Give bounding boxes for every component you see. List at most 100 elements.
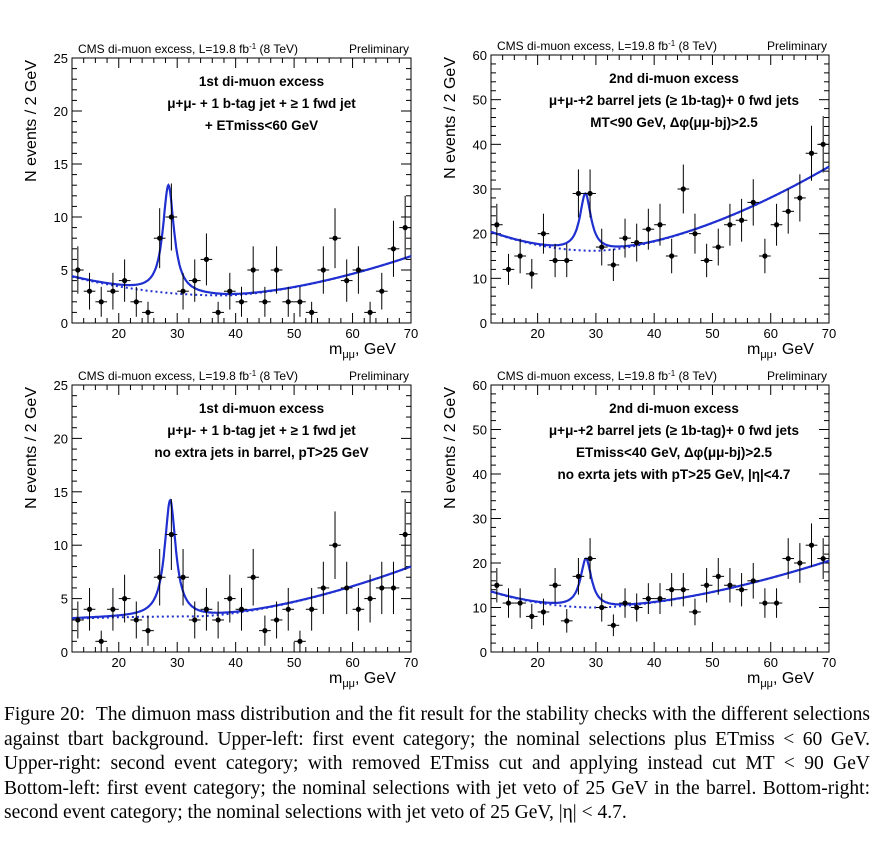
data-point <box>273 617 280 623</box>
data-point <box>227 288 233 294</box>
data-point <box>587 190 593 197</box>
data-point <box>517 253 523 259</box>
data-point <box>610 622 616 628</box>
data-point <box>529 613 535 620</box>
y-tick-label: 10 <box>54 210 68 225</box>
data-point <box>540 231 547 237</box>
data-point <box>145 309 151 315</box>
panel-title-line: μ+μ-+2 barrel jets (≥ 1b-tag)+ 0 fwd jet… <box>549 423 799 438</box>
header-preliminary: Preliminary <box>767 39 827 53</box>
panel-title-line: μ+μ- + 1 b-tag jet + ≥ 1 fwd jet <box>167 423 356 438</box>
panel-title-line: μ+μ- + 1 b-tag jet + ≥ 1 fwd jet <box>167 96 356 111</box>
x-tick-label: 40 <box>228 326 242 341</box>
data-point <box>355 606 361 612</box>
data-point <box>238 606 245 612</box>
data-point <box>355 267 361 273</box>
data-point <box>599 604 605 611</box>
x-tick-label: 70 <box>404 326 418 341</box>
data-point <box>180 288 186 294</box>
data-point <box>564 618 570 624</box>
header-preliminary: Preliminary <box>767 369 827 383</box>
panel-title-line: 2nd di-muon excess <box>609 401 739 416</box>
data-point <box>379 585 385 591</box>
data-point <box>657 596 663 602</box>
panel-title-line: no extra jets in barrel, pT>25 GeV <box>154 445 368 460</box>
data-point <box>669 253 675 259</box>
y-tick-label: 50 <box>473 423 487 438</box>
x-tick-label: 30 <box>589 326 603 341</box>
y-tick-label: 0 <box>61 645 68 660</box>
data-point <box>367 596 373 602</box>
data-point <box>680 186 686 192</box>
data-point <box>529 271 535 277</box>
y-tick-label: 5 <box>61 592 68 607</box>
y-tick-label: 25 <box>54 378 68 393</box>
data-point <box>86 288 93 294</box>
data-point <box>773 222 780 228</box>
data-point <box>273 267 280 273</box>
y-tick-label: 50 <box>473 93 487 108</box>
plot-frame <box>71 384 412 653</box>
data-point <box>808 542 815 548</box>
data-point <box>820 555 826 562</box>
y-axis-label: N events / 2 GeV <box>442 57 459 179</box>
x-tick-label: 60 <box>763 655 777 670</box>
x-tick-label: 20 <box>530 655 544 670</box>
x-axis-label: mμμ, GeV <box>747 670 814 690</box>
data-point <box>645 226 651 232</box>
data-point <box>262 299 268 305</box>
figure: CMS di-muon excess, L=19.8 fb-1 (8 TeV) P… <box>23 39 836 690</box>
x-tick-label: 20 <box>530 326 544 341</box>
x-tick-label: 70 <box>822 655 836 670</box>
data-point <box>750 578 756 584</box>
data-point <box>622 600 628 606</box>
data-point <box>494 222 500 228</box>
x-tick-label: 70 <box>404 655 418 670</box>
data-point <box>122 596 128 602</box>
data-point <box>215 309 221 315</box>
data-point <box>727 582 733 588</box>
data-point <box>344 585 350 591</box>
y-tick-label: 10 <box>473 271 487 286</box>
x-tick-label: 30 <box>589 655 603 670</box>
data-point <box>552 257 558 264</box>
data-point <box>238 299 245 305</box>
data-point <box>192 278 198 284</box>
data-point <box>505 600 512 606</box>
data-point <box>762 600 768 606</box>
y-tick-label: 20 <box>473 227 487 242</box>
data-point <box>645 596 651 602</box>
data-point <box>133 299 139 305</box>
data-point <box>390 246 397 252</box>
y-tick-label: 20 <box>54 104 68 119</box>
data-point <box>797 195 803 201</box>
data-point <box>309 309 315 315</box>
header-preliminary: Preliminary <box>349 42 409 56</box>
data-point <box>785 555 791 562</box>
y-tick-label: 10 <box>473 601 487 616</box>
data-point <box>215 617 221 623</box>
data-point <box>110 288 116 294</box>
y-tick-label: 5 <box>61 263 68 278</box>
data-point <box>262 628 268 634</box>
chart-panel-bottom-right: CMS di-muon excess, L=19.8 fb-1 (8 TeV) P… <box>442 369 836 690</box>
y-tick-label: 0 <box>480 316 487 331</box>
data-point <box>715 573 721 579</box>
panel-title-line: 1st di-muon excess <box>199 74 324 89</box>
data-point <box>402 531 408 538</box>
data-point <box>773 600 780 606</box>
data-point <box>250 574 256 580</box>
header-left: CMS di-muon excess, L=19.8 fb-1 (8 TeV) <box>78 369 298 383</box>
data-point <box>390 585 397 591</box>
header-left: CMS di-muon excess, L=19.8 fb-1 (8 TeV) <box>497 369 717 383</box>
chart-panel-bottom-left: CMS di-muon excess, L=19.8 fb-1 (8 TeV) P… <box>23 369 418 690</box>
data-point <box>692 231 698 237</box>
header-left: CMS di-muon excess, L=19.8 fb-1 (8 TeV) <box>497 39 717 53</box>
x-tick-label: 60 <box>345 326 359 341</box>
x-tick-label: 30 <box>170 655 184 670</box>
data-point <box>657 222 663 228</box>
y-tick-label: 20 <box>54 431 68 446</box>
chart-panel-upper-left: CMS di-muon excess, L=19.8 fb-1 (8 TeV) P… <box>23 42 418 361</box>
x-axis-label: mμμ, GeV <box>747 341 814 361</box>
data-point <box>285 606 291 612</box>
